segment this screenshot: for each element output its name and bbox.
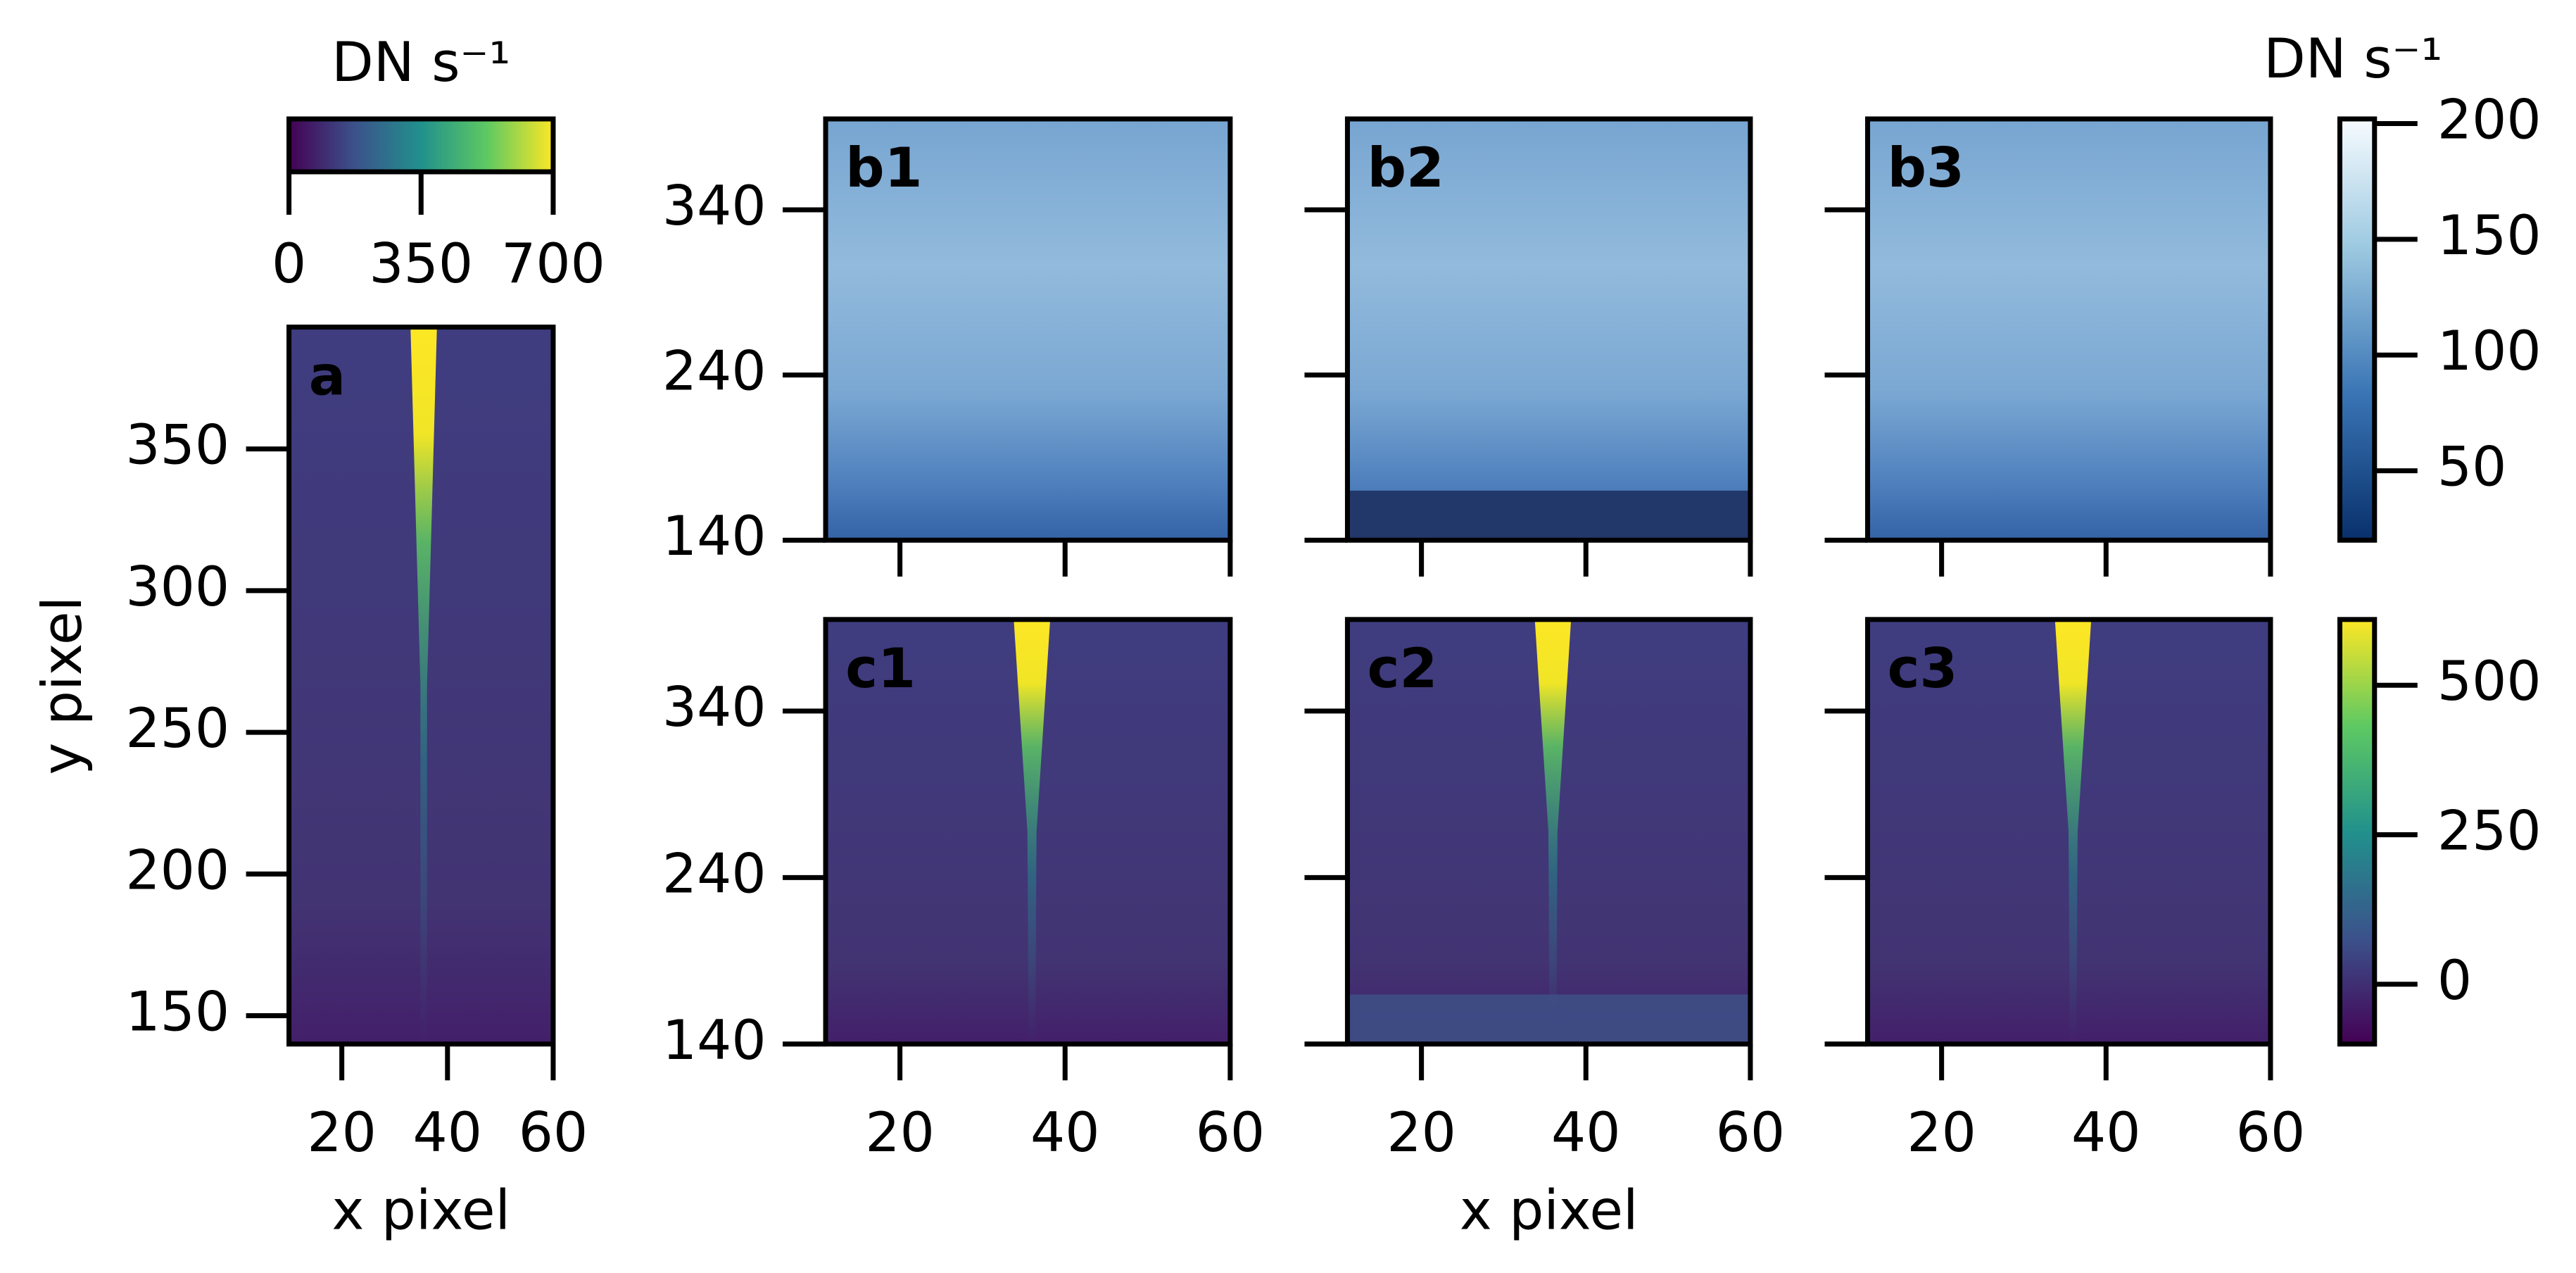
y-tick-label: 300 <box>125 556 229 619</box>
panel-label: b1 <box>845 137 922 200</box>
panel-label: c2 <box>1368 637 1438 701</box>
panel-label: b2 <box>1368 137 1444 200</box>
panel-label: c3 <box>1888 637 1958 701</box>
colorbar-label: DN s⁻¹ <box>332 31 510 94</box>
offset-band <box>1347 490 1750 541</box>
panel-label: c1 <box>845 637 916 701</box>
plume <box>2054 619 2092 1044</box>
x-tick-label: 60 <box>2236 1101 2305 1165</box>
x-tick-label: 20 <box>307 1101 376 1165</box>
colorbar-tick-label: 350 <box>369 232 473 296</box>
colorbar-tick-label: 50 <box>2437 436 2506 499</box>
colorbar-frame <box>2337 617 2378 1047</box>
x-tick-label: 40 <box>1551 1101 1620 1165</box>
colorbar-tick-label: 500 <box>2437 650 2542 713</box>
x-tick-label: 60 <box>1716 1101 1785 1165</box>
colorbar-frame <box>2337 116 2378 543</box>
y-tick-label: 340 <box>662 676 766 739</box>
colorbar-tick-label: 100 <box>2437 320 2542 383</box>
x-tick-label: 40 <box>2071 1101 2140 1165</box>
frame <box>823 116 1233 543</box>
y-axis-label: y pixel <box>31 596 94 775</box>
x-tick-label: 20 <box>1907 1101 1976 1165</box>
y-tick-label: 350 <box>125 414 229 477</box>
x-tick-label: 20 <box>865 1101 934 1165</box>
frame <box>1344 617 1753 1047</box>
y-tick-label: 240 <box>662 842 766 905</box>
panel-label: a <box>309 345 346 408</box>
colorbar-fill <box>2340 619 2375 1044</box>
y-tick-label: 140 <box>662 1009 766 1072</box>
x-axis-label: x pixel <box>1460 1179 1639 1242</box>
colorbar-tick-label: 0 <box>272 232 306 296</box>
y-tick-label: 250 <box>125 697 229 760</box>
x-tick-label: 60 <box>1196 1101 1265 1165</box>
y-tick-label: 200 <box>125 839 229 902</box>
y-tick-label: 150 <box>125 981 229 1044</box>
colorbar-label: DN s⁻¹ <box>2264 27 2442 91</box>
colorbar-tick-label: 250 <box>2437 800 2542 863</box>
frame <box>1864 617 2273 1047</box>
frame <box>286 325 556 1047</box>
colorbar-fill <box>2340 118 2375 541</box>
panel-label: b3 <box>1888 137 1964 200</box>
image-background <box>1347 118 1750 541</box>
image-background <box>1867 118 2271 541</box>
x-axis-label: x pixel <box>332 1179 510 1242</box>
offset-band <box>1347 994 1750 1044</box>
image-background <box>826 118 1230 541</box>
y-tick-label: 240 <box>662 340 766 403</box>
colorbar-tick-label: 150 <box>2437 204 2542 268</box>
colorbar-fill <box>289 118 553 173</box>
y-tick-label: 340 <box>662 175 766 238</box>
x-tick-label: 40 <box>1030 1101 1099 1165</box>
x-tick-label: 20 <box>1387 1101 1456 1165</box>
frame <box>1864 116 2273 543</box>
colorbar-tick-label: 0 <box>2437 949 2472 1012</box>
plume <box>410 327 437 1044</box>
plume <box>1534 619 1572 1044</box>
frame <box>1344 116 1753 543</box>
plume <box>1014 619 1051 1044</box>
x-tick-label: 60 <box>519 1101 588 1165</box>
x-tick-label: 40 <box>413 1101 482 1165</box>
colorbar-tick-label: 700 <box>501 232 605 296</box>
frame <box>823 617 1233 1047</box>
colorbar-tick-label: 200 <box>2437 88 2542 151</box>
y-tick-label: 140 <box>662 505 766 568</box>
